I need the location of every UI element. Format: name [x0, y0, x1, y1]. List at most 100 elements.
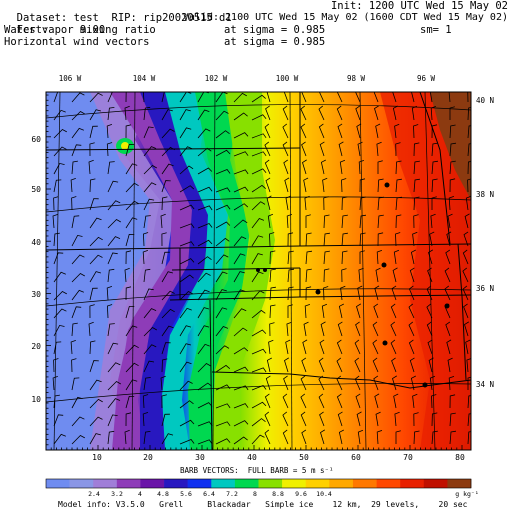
wind-barb — [125, 286, 132, 301]
wind-barb — [89, 398, 103, 409]
wind-barb — [337, 123, 343, 139]
wind-barb — [355, 393, 361, 409]
wind-barb — [125, 344, 139, 355]
wind-barb — [394, 411, 400, 427]
wind-barb — [53, 358, 59, 373]
wind-barb — [197, 186, 213, 193]
wind-barb — [106, 304, 113, 319]
wind-barb — [107, 180, 119, 193]
wind-barb — [390, 321, 397, 337]
wind-barb — [197, 256, 212, 265]
wind-barb — [323, 232, 330, 247]
fcst-label: Fcst: — [16, 24, 49, 36]
colorbar-swatch — [447, 479, 472, 488]
wind-barb — [354, 339, 361, 355]
wind-barb — [251, 401, 267, 409]
wind-barb — [287, 232, 294, 247]
wind-barb — [89, 340, 96, 355]
wind-barb — [53, 433, 66, 445]
wind-barb — [287, 250, 294, 265]
wind-barb — [89, 92, 103, 103]
wind-barb — [323, 268, 330, 283]
wind-barb — [372, 357, 379, 373]
wind-barb — [410, 375, 416, 391]
wind-barb — [426, 321, 433, 337]
field1-level: at sigma = 0.985 — [224, 24, 326, 36]
field1-smoothing: sm= 1 — [420, 24, 452, 36]
wind-barb — [282, 411, 289, 427]
rip-label: RIP: — [111, 12, 137, 24]
wind-barb — [89, 254, 103, 265]
wind-barb — [161, 109, 173, 121]
city-markers — [256, 182, 450, 388]
wind-barb — [161, 163, 174, 175]
lon-label-106w: 106 W — [59, 74, 82, 83]
colorbar-unit: g kg⁻¹ — [455, 490, 478, 498]
wind-barb — [410, 249, 416, 265]
wind-barb — [71, 110, 86, 121]
wind-barb — [70, 340, 76, 355]
wind-barb — [283, 159, 289, 175]
wind-barb — [251, 114, 267, 121]
wind-barb — [215, 110, 229, 121]
x-tick-20: 20 — [143, 453, 153, 462]
wind-barb — [251, 434, 265, 445]
wind-barb — [284, 177, 290, 193]
wind-barb — [336, 339, 343, 355]
wind-barb — [462, 285, 469, 301]
colorbar-swatch — [282, 479, 307, 488]
wind-barb — [467, 107, 471, 121]
wind-barb — [300, 375, 307, 391]
colorbar-label-5: 5.6 — [180, 490, 192, 498]
colorbar-swatch — [423, 479, 448, 488]
wind-barb — [179, 204, 195, 211]
wind-barb — [377, 232, 384, 247]
wind-barb — [143, 268, 151, 283]
wind-barb — [161, 290, 175, 301]
wind-barb — [71, 234, 83, 247]
wind-barb — [215, 364, 231, 373]
wind-barb — [336, 92, 343, 103]
wind-barb — [233, 132, 249, 139]
wind-barb — [179, 127, 192, 139]
colorbar-label-2: 3.2 — [111, 490, 123, 498]
field2-name: Horizontal wind vectors — [4, 36, 150, 48]
wind-barb — [124, 105, 130, 121]
wind-barb — [269, 250, 276, 265]
wind-barb — [318, 105, 325, 121]
wind-barb — [303, 177, 309, 193]
axis-ticks — [45, 94, 463, 451]
wind-barb — [393, 249, 400, 265]
wind-barb — [197, 109, 210, 121]
wind-barb — [89, 360, 99, 373]
wind-barb — [179, 380, 193, 391]
wind-barb — [431, 142, 438, 157]
wind-barb — [301, 357, 307, 373]
wind-barb — [179, 92, 192, 103]
wind-barb — [125, 92, 127, 103]
wind-barb — [373, 303, 379, 319]
wind-barb — [319, 339, 325, 355]
wind-barb — [393, 393, 399, 409]
wind-barb — [142, 394, 149, 409]
wind-barb — [107, 268, 115, 283]
wind-barb — [197, 402, 213, 409]
dataset-label: Dataset: — [16, 12, 68, 24]
wind-barb — [197, 205, 213, 211]
wind-barb — [264, 393, 271, 409]
y-tick-labels: 60 50 40 30 20 10 — [31, 135, 41, 404]
wind-barb — [233, 151, 249, 157]
y-tick-20: 20 — [31, 342, 41, 351]
wind-barb — [265, 177, 271, 193]
wind-barb — [392, 375, 398, 391]
wind-barb — [70, 178, 76, 193]
plot-frame — [45, 91, 472, 451]
wind-barb — [429, 231, 435, 247]
wind-barb — [264, 411, 271, 427]
wind-barb — [392, 267, 398, 283]
wind-barb — [233, 219, 248, 229]
x-tick-50: 50 — [299, 453, 309, 462]
wind-barb — [53, 179, 62, 193]
wind-barb — [282, 105, 289, 121]
moisture-field — [46, 92, 471, 450]
